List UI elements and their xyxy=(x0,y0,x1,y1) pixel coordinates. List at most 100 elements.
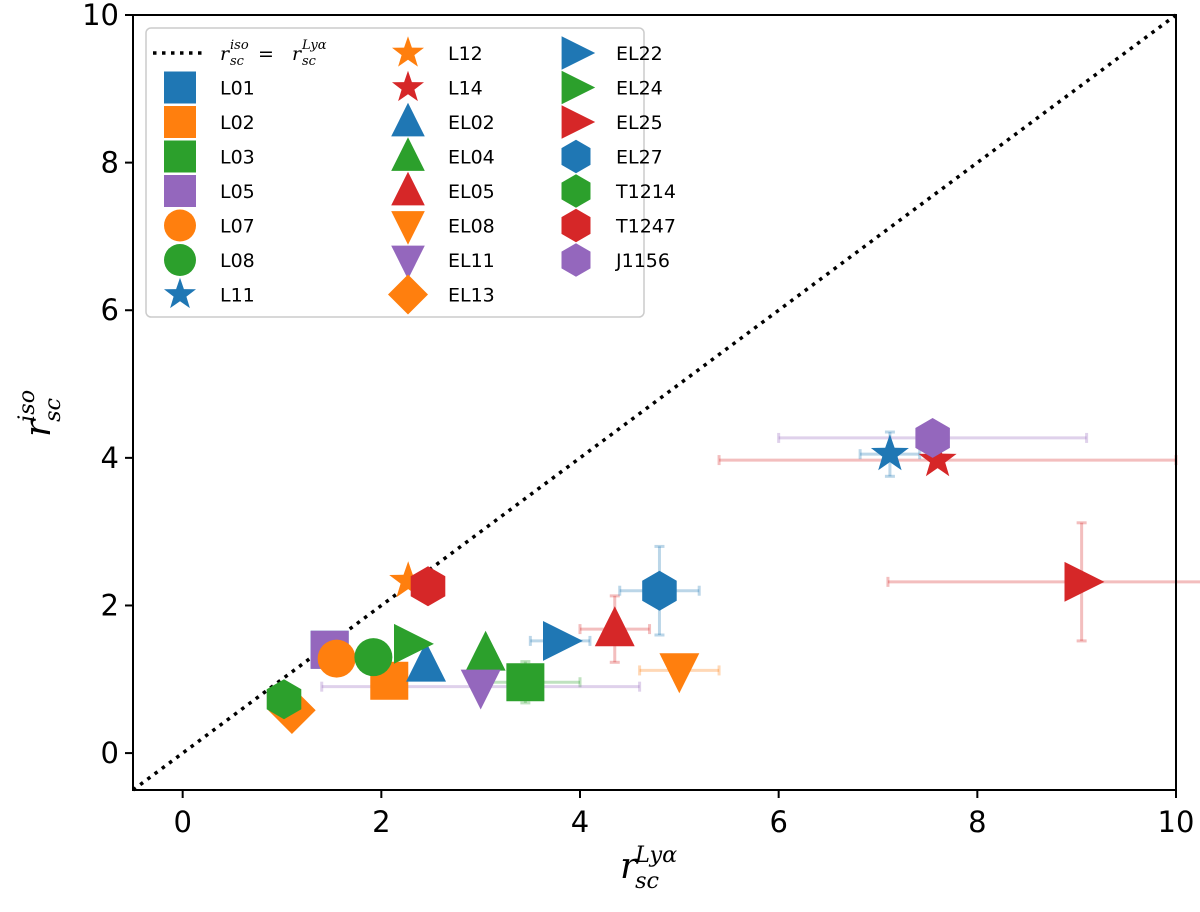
point-l12 xyxy=(389,561,428,598)
legend-label-el05: EL05 xyxy=(448,181,495,203)
y-tick-label: 6 xyxy=(101,293,119,327)
legend-label-el24: EL24 xyxy=(616,78,663,100)
legend-entry-l05: L05 xyxy=(164,175,255,207)
x-tick-label: 2 xyxy=(372,805,390,839)
legend-entry-j1156: J1156 xyxy=(561,243,670,277)
legend-swatch-el04 xyxy=(391,137,425,171)
legend-swatch-l08 xyxy=(164,244,196,276)
data-points-layer xyxy=(266,418,1105,734)
point-el27 xyxy=(642,570,677,611)
legend-swatch-el24 xyxy=(561,70,596,105)
legend-entry-el27: EL27 xyxy=(561,139,663,174)
point-el22 xyxy=(543,621,583,661)
x-axis-title-text-sup: Lyα xyxy=(634,842,677,868)
legend-box xyxy=(145,27,645,318)
legend-entry-l01: L01 xyxy=(164,71,255,104)
legend-entry-l14: L14 xyxy=(392,70,483,102)
point-el25 xyxy=(1064,561,1105,602)
legend-label-l01: L01 xyxy=(220,78,255,100)
legend-swatch-t1247 xyxy=(561,208,591,243)
legend-swatch-el11 xyxy=(391,245,425,280)
legend-eq-rhs: r xyxy=(292,43,303,65)
legend-swatch-l03 xyxy=(164,140,196,173)
legend-label-l08: L08 xyxy=(220,250,255,272)
legend-swatch-l01 xyxy=(164,71,196,104)
legend-swatch-l05 xyxy=(164,175,196,207)
point-el08 xyxy=(659,653,700,694)
legend-eq-rhs-sub: sc xyxy=(302,54,317,69)
legend-label-l12: L12 xyxy=(448,43,483,65)
point-l07 xyxy=(317,639,356,678)
x-tick-label: 4 xyxy=(571,805,589,839)
legend-swatch-l14 xyxy=(392,70,424,102)
point-t1214 xyxy=(266,679,302,720)
legend-entry-el24: EL24 xyxy=(561,70,663,105)
legend-label-el02: EL02 xyxy=(448,112,495,134)
point-el05 xyxy=(594,606,635,647)
y-axis-title-text-sup: iso xyxy=(14,390,40,422)
legend-entry-l12: L12 xyxy=(392,36,483,67)
legend-entry-t1214: T1214 xyxy=(561,174,676,208)
y-axis: 0 2 4 6 8 10 xyxy=(82,0,133,770)
legend-eq-rhs-sup: Lyα xyxy=(301,38,327,53)
x-tick-label: 10 xyxy=(1158,805,1195,839)
x-tick-label: 8 xyxy=(968,805,986,839)
legend-eq-lhs: r xyxy=(220,43,231,65)
reference-line-layer xyxy=(131,13,1178,792)
x-axis-title-text-base: r xyxy=(620,846,639,887)
legend-eq-lhs-sub: sc xyxy=(230,54,245,69)
point-l11 xyxy=(870,434,909,471)
point-l03 xyxy=(506,663,545,702)
legend-entry-el08: EL08 xyxy=(391,211,495,245)
legend-swatch-t1214 xyxy=(561,174,591,208)
legend-entry-el05: EL05 xyxy=(391,171,495,206)
legend-label-el13: EL13 xyxy=(448,285,495,307)
y-axis-title-text-base: r xyxy=(18,418,59,437)
legend-swatch-el22 xyxy=(561,36,596,70)
legend-label-el08: EL08 xyxy=(448,216,495,238)
y-tick-label: 0 xyxy=(101,736,119,770)
legend-eq-sign: = xyxy=(258,43,274,65)
legend-label-el04: EL04 xyxy=(448,147,495,169)
legend-entry-l08: L08 xyxy=(164,244,255,276)
legend-swatch-l12 xyxy=(392,36,424,67)
legend-entry-l02: L02 xyxy=(164,106,255,138)
legend-swatch-el27 xyxy=(561,139,591,174)
y-tick-label: 4 xyxy=(101,441,119,475)
legend-swatch-l02 xyxy=(164,106,196,138)
legend-label-l03: L03 xyxy=(220,147,255,169)
legend-label-el27: EL27 xyxy=(616,147,663,169)
legend-label-l11: L11 xyxy=(220,285,255,307)
legend-label-el11: EL11 xyxy=(448,250,495,272)
legend-eq-lhs-sup: iso xyxy=(230,38,249,53)
legend-entry-t1247: T1247 xyxy=(561,208,676,243)
legend-entry-l03: L03 xyxy=(164,140,255,173)
y-tick-label: 8 xyxy=(101,146,119,180)
legend-entry-el04: EL04 xyxy=(391,137,495,171)
legend-swatch-l07 xyxy=(164,209,196,242)
legend-entry-el13: EL13 xyxy=(388,274,495,315)
legend-label-j1156: J1156 xyxy=(615,250,670,272)
legend-entry-el02: EL02 xyxy=(391,102,495,137)
point-t1247 xyxy=(410,566,446,607)
y-tick-label: 10 xyxy=(82,0,119,32)
y-tick-label: 2 xyxy=(101,588,119,622)
point-el02 xyxy=(406,641,446,682)
legend-entry-l11: L11 xyxy=(164,277,255,309)
legend-swatch-j1156 xyxy=(561,243,591,277)
legend-label-t1247: T1247 xyxy=(615,216,676,238)
legend-swatch-l11 xyxy=(164,277,196,309)
point-l08 xyxy=(354,638,393,677)
legend-swatch-el02 xyxy=(391,102,425,137)
legend-label-l05: L05 xyxy=(220,181,255,203)
legend-entry-el22: EL22 xyxy=(561,36,663,70)
legend-label-l07: L07 xyxy=(220,216,255,238)
legend-label-el25: EL25 xyxy=(616,112,663,134)
